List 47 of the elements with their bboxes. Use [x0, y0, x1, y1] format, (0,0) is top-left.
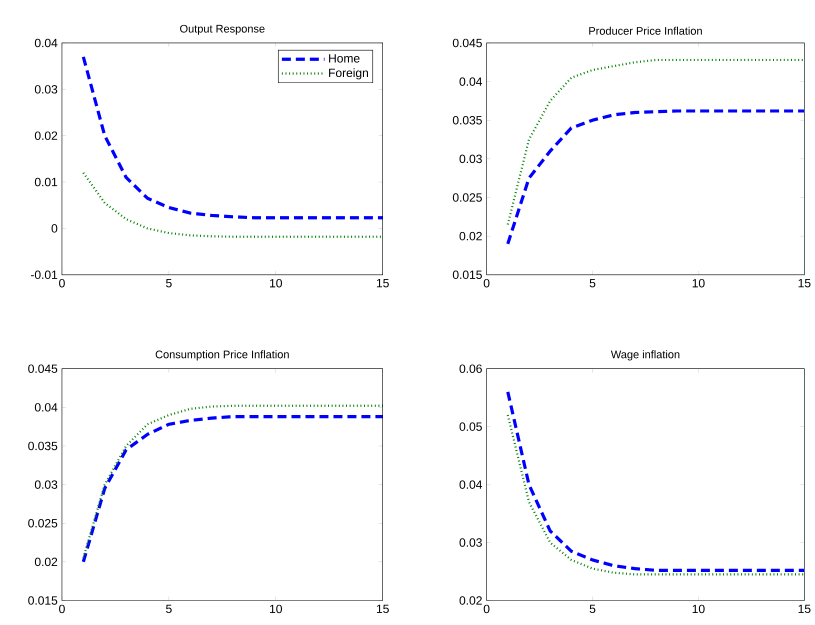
y-tick-label: 0.045 — [452, 38, 482, 47]
y-tick-label: 0.03 — [460, 154, 482, 163]
legend-label: Foreign — [329, 68, 368, 80]
chart-title: Output Response — [180, 24, 265, 35]
x-tick-label: 15 — [376, 604, 389, 613]
y-tick-label: 0.04 — [460, 480, 482, 489]
x-tick-label: 5 — [166, 604, 172, 613]
x-tick-label: 10 — [270, 604, 282, 613]
chart-title: Wage inflation — [610, 350, 680, 360]
y-tick-label: 0.04 — [34, 402, 58, 412]
y-tick-label: 0.015 — [28, 596, 58, 604]
y-tick-label: -0.01 — [30, 270, 58, 279]
x-tick-label: 0 — [484, 278, 490, 288]
y-tick-label: 0.05 — [460, 422, 482, 431]
x-tick-label: 15 — [798, 278, 810, 288]
x-tick-label: 15 — [798, 604, 810, 613]
x-tick-label: 5 — [590, 604, 596, 613]
x-tick-label: 0 — [59, 604, 65, 613]
y-tick-label: 0.06 — [460, 364, 482, 373]
y-tick-label: 0.03 — [460, 538, 482, 547]
y-tick-label: 0.04 — [34, 38, 58, 47]
y-tick-label: 0.04 — [460, 77, 482, 86]
y-tick-label: 0.01 — [34, 178, 58, 186]
y-tick-label: 0.025 — [452, 193, 482, 202]
y-tick-label: 0.02 — [34, 557, 58, 566]
y-tick-label: 0.015 — [452, 270, 482, 279]
chart-title: Producer Price Inflation — [589, 26, 702, 35]
chart-title: Consumption Price Inflation — [156, 350, 289, 360]
y-tick-label: 0.025 — [28, 518, 58, 528]
x-tick-label: 10 — [692, 604, 705, 613]
x-tick-label: 5 — [166, 278, 172, 288]
x-tick-label: 0 — [59, 278, 65, 288]
legend-label: Home — [329, 54, 360, 62]
y-tick-label: 0.03 — [34, 84, 58, 94]
y-tick-label: 0.035 — [452, 116, 482, 124]
y-tick-label: 0.03 — [34, 480, 58, 489]
y-tick-label: 0.02 — [460, 596, 482, 604]
y-tick-label: 0.035 — [28, 441, 58, 450]
x-tick-label: 0 — [484, 604, 490, 613]
x-tick-label: 10 — [270, 278, 282, 288]
y-tick-label: 0.045 — [28, 364, 58, 373]
y-tick-label: 0.02 — [34, 131, 58, 140]
x-tick-label: 5 — [590, 278, 596, 288]
x-tick-label: 15 — [376, 278, 389, 288]
y-tick-label: 0 — [52, 224, 58, 232]
y-tick-label: 0.02 — [460, 232, 482, 240]
x-tick-label: 10 — [692, 278, 705, 288]
